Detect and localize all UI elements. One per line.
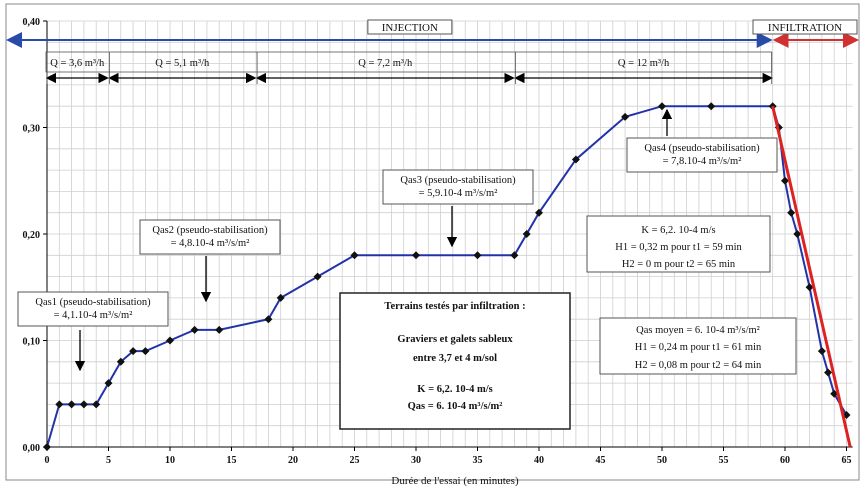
data-point: [350, 251, 359, 260]
x-axis-label: Durée de l'essai (en minutes): [391, 475, 519, 487]
series-layer: [43, 102, 852, 451]
y-tick-label: 0,20: [23, 230, 41, 241]
data-point: [104, 379, 113, 388]
qas4-annotation-box: [626, 137, 778, 173]
flow-rate-label: Q = 5,1 m³/h: [155, 58, 210, 69]
data-point: [190, 325, 199, 334]
phase-label-infiltration: INFILTRATION: [768, 22, 842, 34]
data-point: [276, 293, 285, 302]
chart-frame: [5, 3, 860, 481]
k-annotation-line: K = 6,2. 10-4 m/s: [641, 225, 715, 236]
data-point: [571, 155, 580, 164]
qas-moyen-annotation-box: [599, 317, 797, 375]
x-tick-label: 40: [534, 455, 544, 466]
data-point: [215, 325, 224, 334]
data-point: [141, 347, 150, 356]
data-point: [43, 443, 51, 451]
data-point: [92, 400, 101, 409]
x-tick-label: 5: [106, 455, 111, 466]
phase-arrows: INJECTION INFILTRATION: [6, 19, 859, 48]
axes: 0 5 10 15 20 25 30 35 40 45 50 55 60 65 0,00 0,10 0,20 0,…: [23, 17, 853, 466]
x-tick-label: 30: [411, 455, 421, 466]
flow-rate-band: [45, 51, 773, 73]
data-point: [707, 102, 716, 111]
data-point: [79, 400, 88, 409]
data-point: [781, 176, 789, 185]
x-tick-label: 55: [719, 455, 729, 466]
qas4-annotation-line: Qas4 (pseudo-stabilisation): [644, 143, 760, 154]
data-point: [621, 112, 630, 121]
flow-rate-arrows: Q = 3,6 m³/h Q = 5,1 m³/h Q = 7,2 m³/h Q = …: [45, 51, 774, 84]
data-point: [313, 272, 322, 281]
y-tick-label: 0,40: [23, 17, 41, 28]
data-point: [658, 102, 666, 111]
qas3-annotation-box: [382, 169, 534, 205]
qas-moyen-annotation-line: Qas moyen = 6. 10-4 m³/s/m²: [636, 325, 760, 336]
qas3-annotation-line: Qas3 (pseudo-stabilisation): [400, 175, 516, 186]
x-tick-label: 10: [165, 455, 175, 466]
data-point: [510, 251, 519, 260]
x-tick-label: 60: [780, 455, 790, 466]
y-tick-label: 0,00: [23, 443, 41, 454]
terrain-annotation-line: Graviers et galets sableux: [397, 334, 513, 345]
x-tick-label: 35: [473, 455, 483, 466]
qas3-annotation-line: = 5,9.10-4 m³/s/m²: [419, 188, 498, 199]
data-point: [129, 347, 138, 356]
qas-moyen-annotation-line: H1 = 0,24 m pour t1 = 61 min: [635, 342, 762, 353]
flow-rate-label: Q = 7,2 m³/h: [358, 58, 413, 69]
terrain-annotation-line: Qas = 6. 10-4 m³/s/m²: [408, 401, 503, 412]
terrain-annotation-line: entre 3,7 et 4 m/sol: [413, 353, 497, 364]
qas1-annotation-line: Qas1 (pseudo-stabilisation): [35, 297, 151, 308]
phase-box-injection: [367, 19, 453, 35]
k-annotation-line: H2 = 0 m pour t2 = 65 min: [622, 259, 736, 270]
qas2-annotation-box: [139, 219, 281, 255]
flow-rate-label: Q = 12 m³/h: [618, 58, 670, 69]
infiltration-fit-line: [771, 105, 852, 448]
x-tick-label: 50: [657, 455, 667, 466]
data-point: [473, 251, 482, 260]
x-tick-label: 15: [227, 455, 237, 466]
data-point: [67, 400, 76, 409]
phase-box-infiltration: [752, 19, 858, 35]
x-tick-label: 65: [842, 455, 852, 466]
annotations: Qas1 (pseudo-stabilisation) = 4,1.10-4 m³…: [17, 108, 797, 430]
x-tick-label: 0: [45, 455, 50, 466]
qas-moyen-annotation-line: H2 = 0,08 m pour t2 = 64 min: [635, 360, 762, 371]
x-tick-label: 25: [350, 455, 360, 466]
data-point: [793, 230, 802, 238]
k-annotation-line: H1 = 0,32 m pour t1 = 59 min: [615, 242, 742, 253]
data-point: [824, 368, 833, 377]
data-point: [805, 283, 814, 292]
phase-label-injection: INJECTION: [382, 22, 438, 34]
terrain-annotation-box: [339, 292, 571, 430]
qas2-annotation-line: = 4,8.10-4 m³/s/m²: [171, 238, 250, 249]
data-point: [412, 251, 420, 260]
qas1-annotation-box: [17, 291, 169, 327]
flow-rate-label: Q = 3,6 m³/h: [50, 58, 105, 69]
qas1-annotation-line: = 4,1.10-4 m³/s/m²: [54, 310, 133, 321]
data-point: [55, 400, 64, 409]
k-annotation-box: [586, 215, 771, 273]
data-point: [166, 336, 174, 345]
qas4-annotation-line: = 7,8.10-4 m³/s/m²: [663, 156, 742, 167]
qas2-annotation-line: Qas2 (pseudo-stabilisation): [152, 225, 268, 236]
x-tick-label: 45: [596, 455, 606, 466]
data-point: [787, 208, 796, 217]
data-point: [116, 357, 125, 366]
data-point: [522, 230, 531, 238]
data-point: [817, 347, 826, 356]
data-point: [264, 315, 273, 324]
terrain-annotation-line: Terrains testés par infiltration :: [384, 301, 525, 312]
data-point: [535, 208, 543, 217]
y-tick-label: 0,30: [23, 124, 41, 135]
x-tick-label: 20: [288, 455, 298, 466]
terrain-annotation-line: K = 6,2. 10-4 m/s: [417, 384, 492, 395]
y-tick-label: 0,10: [23, 337, 41, 348]
